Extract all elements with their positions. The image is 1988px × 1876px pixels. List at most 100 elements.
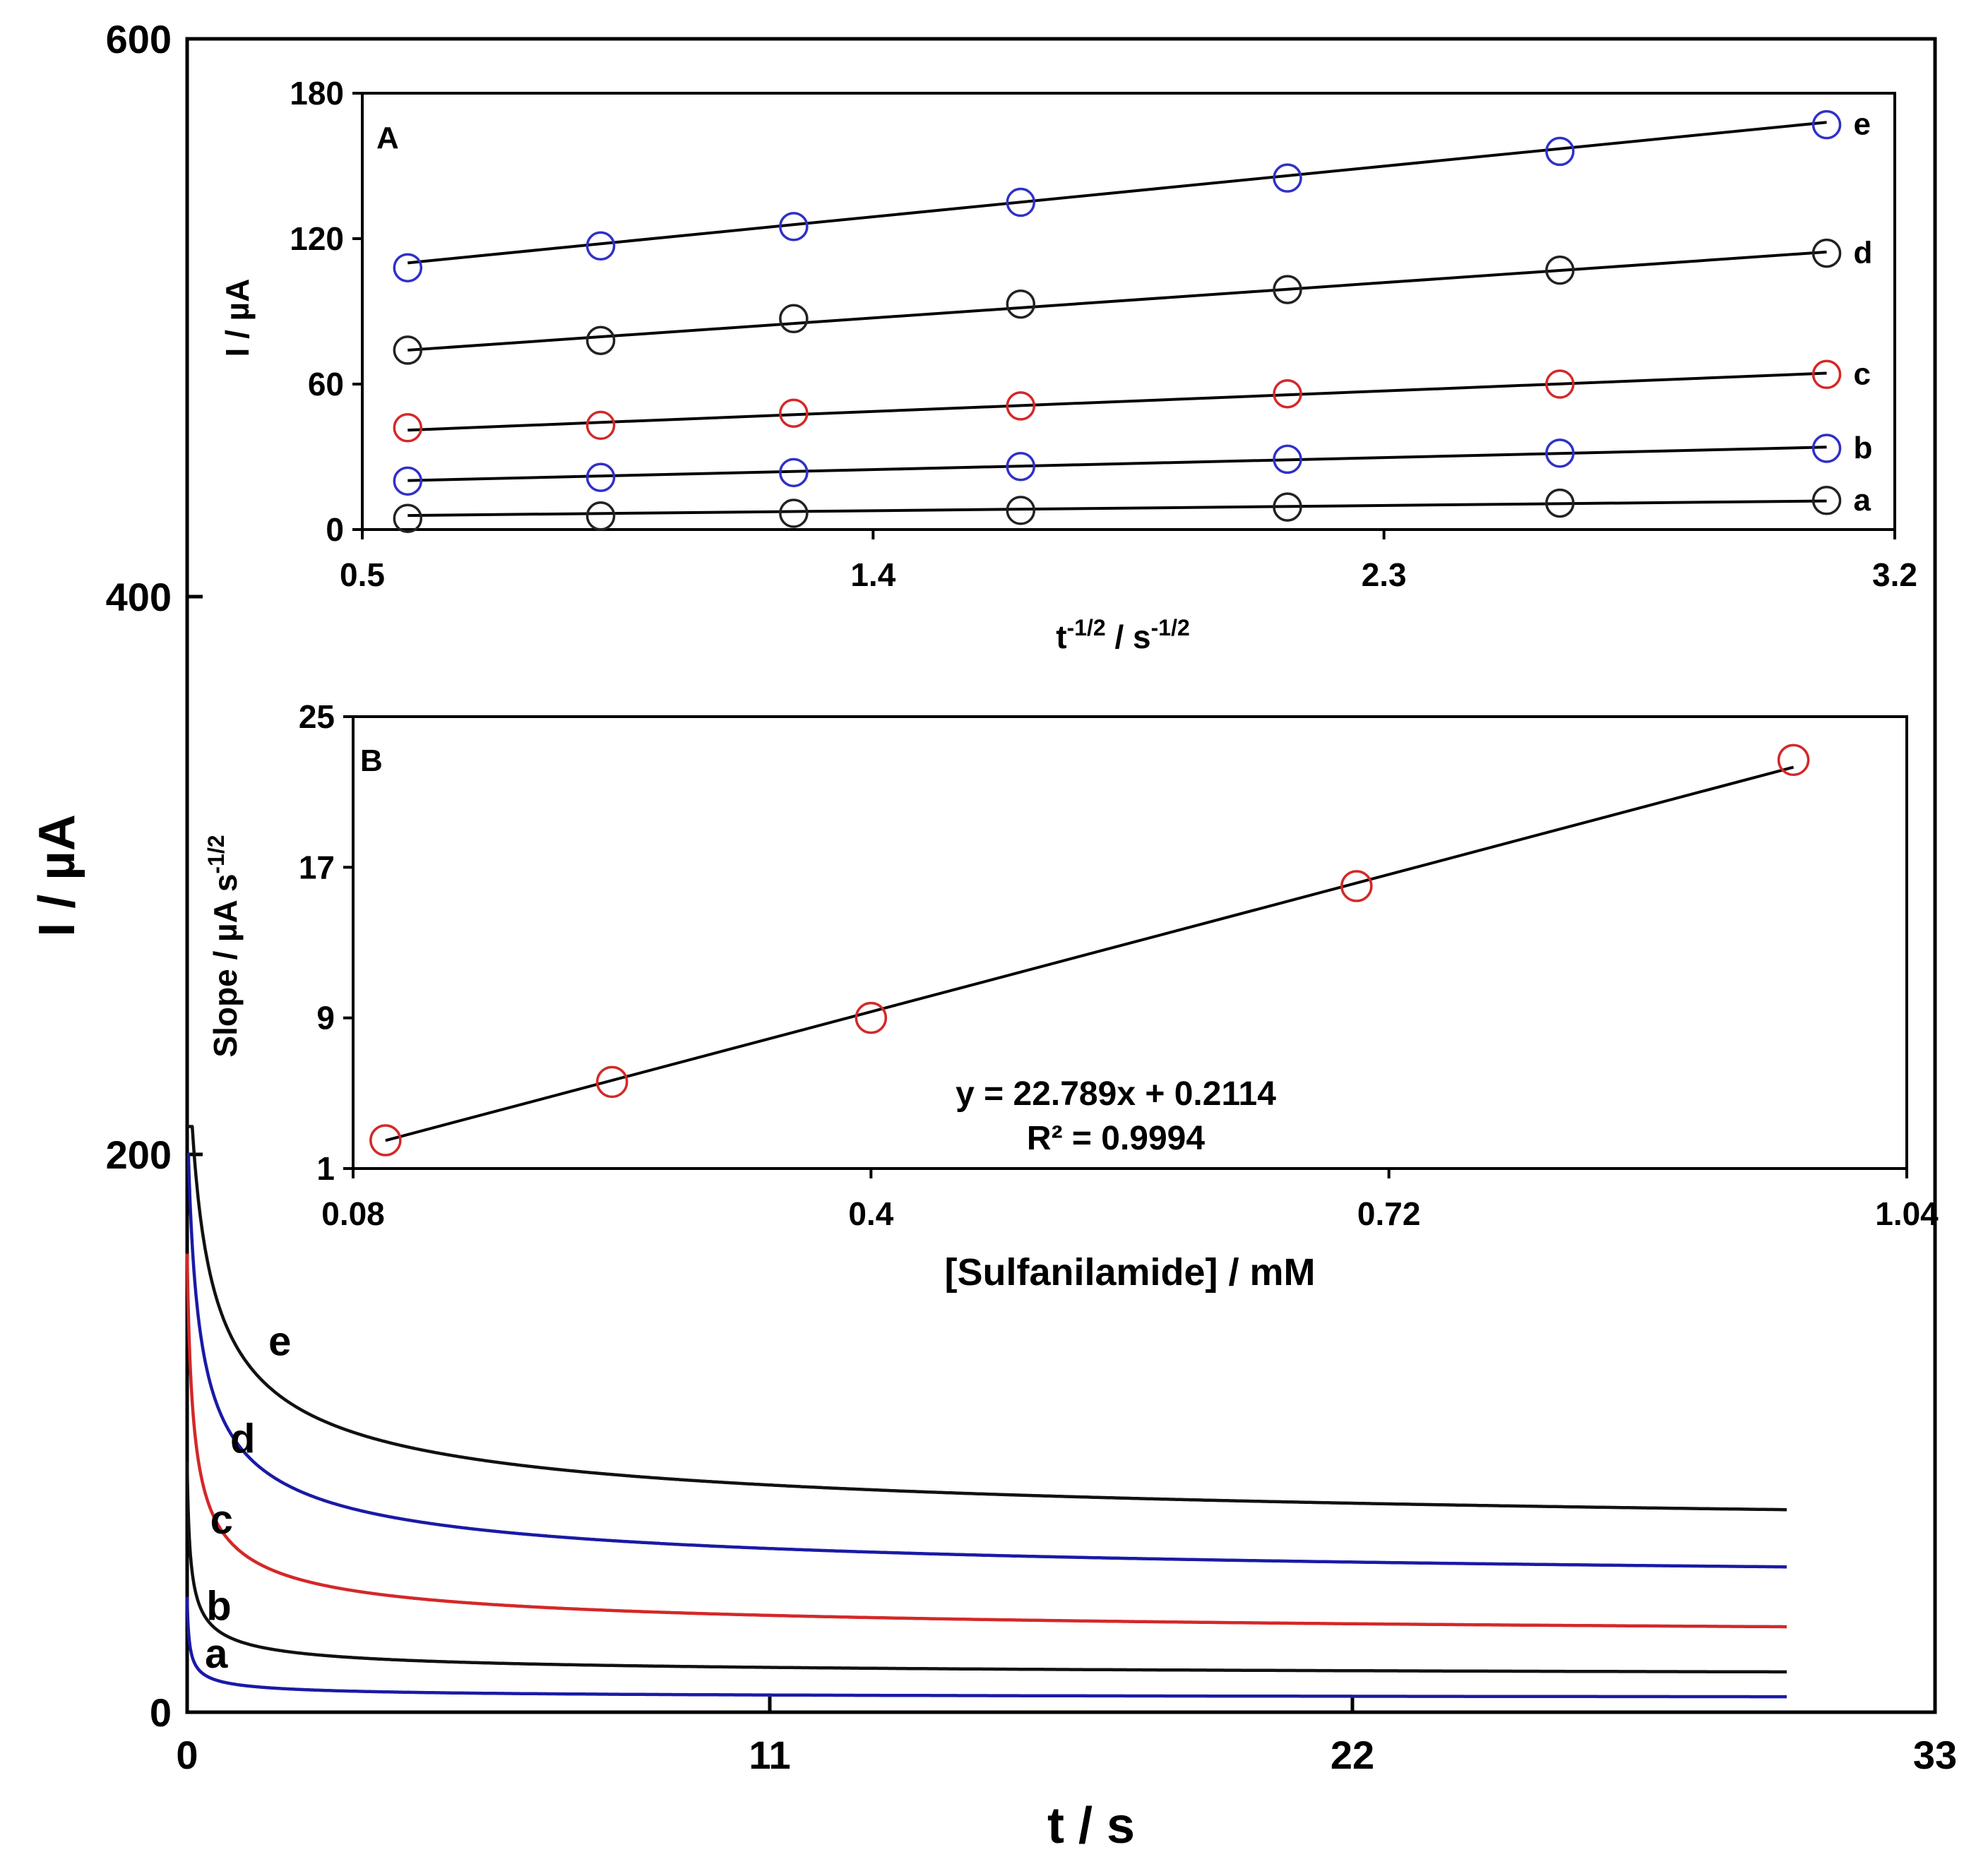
inset-b-point (1340, 870, 1373, 902)
inset-b-x-tick-label: 1.04 (1875, 1195, 1939, 1232)
inset-a-point-d (1811, 238, 1842, 268)
inset-a-point-a (393, 503, 423, 533)
inset-a-point-b (585, 462, 616, 492)
main-x-tick-label: 0 (176, 1733, 198, 1777)
main-y-tick-label: 0 (150, 1690, 172, 1735)
main-curve-c (185, 1253, 1787, 1629)
inset-a-point-b (393, 466, 423, 496)
inset-a-point-e (1006, 187, 1036, 217)
main-plot-frame (185, 37, 1937, 1714)
inset-a-x-tick-label: 0.5 (340, 556, 385, 593)
inset-b-y-axis-label: Slope / µA s-1/2 (203, 835, 244, 1057)
main-x-tick-label: 33 (1913, 1733, 1957, 1777)
inset-b-y-tick-label: 25 (299, 698, 335, 735)
inset-b: 0.08 0.4 0.72 1.04 1 9 17 25 B y = 22.789x + 0.… (203, 698, 1939, 1294)
inset-a-fit-lines (407, 121, 1827, 518)
inset-b-r-squared: R² = 0.9994 (1027, 1120, 1205, 1157)
inset-b-x-tick-label: 0.4 (848, 1195, 893, 1232)
inset-a-fit-c (407, 371, 1827, 432)
inset-b-point (369, 1124, 402, 1157)
inset-a-fit-b (407, 446, 1827, 482)
inset-b-point (855, 1001, 888, 1034)
inset-a-point-c (1273, 378, 1302, 409)
inset-a-point-e (393, 253, 423, 282)
inset-a-point-e (1273, 163, 1302, 193)
main-y-tick-label: 400 (106, 575, 172, 619)
inset-a-y-tick-label: 60 (308, 366, 344, 402)
inset-a-x-tick-label: 3.2 (1872, 556, 1917, 593)
inset-b-x-axis-label: [Sulfanilamide] / mM (944, 1251, 1315, 1294)
inset-a-points (393, 109, 1842, 533)
inset-a-y-tick-label: 180 (290, 75, 344, 112)
inset-a-series-label-a: a (1854, 483, 1871, 518)
inset-b-frame (352, 715, 1908, 1170)
inset-a-point-d (585, 325, 616, 355)
inset-a-y-tick-label: 120 (290, 220, 344, 257)
inset-a-point-e (1545, 136, 1575, 167)
inset-a-series-label-c: c (1854, 357, 1871, 391)
inset-a-panel-label: A (376, 121, 399, 155)
inset-b-fit-line (385, 765, 1794, 1142)
inset-b-regression-line (385, 765, 1794, 1142)
main-y-axis-label: I / µA (29, 814, 85, 937)
inset-a-point-d (1273, 275, 1302, 304)
inset-b-ticks: 0.08 0.4 0.72 1.04 1 9 17 25 (299, 698, 1939, 1232)
inset-a-series-labels: ab c d e (1854, 107, 1873, 518)
inset-a-fit-a (407, 499, 1827, 518)
inset-a-point-d (779, 304, 809, 334)
inset-a-point-c (779, 398, 809, 428)
inset-b-y-tick-label: 17 (299, 849, 335, 885)
inset-a-point-d (393, 335, 423, 365)
inset-a-point-b (1006, 451, 1036, 482)
main-curve-label-d: d (230, 1416, 255, 1462)
main-curve-label-a: a (205, 1631, 228, 1677)
inset-a-point-c (1545, 369, 1575, 399)
main-curve-e (187, 1125, 1787, 1512)
main-x-tick-label: 11 (749, 1733, 790, 1777)
inset-a-frame (361, 92, 1896, 531)
main-curve-label-b: b (206, 1584, 231, 1630)
inset-a-point-e (1811, 109, 1842, 140)
inset-a-point-d (1006, 289, 1036, 319)
inset-a-point-c (585, 410, 616, 441)
main-curve-d (186, 1152, 1787, 1569)
inset-a-point-c (1811, 359, 1842, 390)
inset-a-point-c (1006, 391, 1036, 421)
inset-a-point-e (779, 212, 809, 241)
inset-a-x-tick-label: 1.4 (850, 556, 895, 593)
inset-a-point-a (1545, 488, 1575, 518)
main-curve-label-c: c (210, 1497, 233, 1543)
inset-a-series-label-d: d (1854, 236, 1873, 270)
inset-a-point-a (1273, 492, 1302, 522)
inset-a-ticks: 0.5 1.4 2.3 3.2 0 60 120 180 (290, 75, 1917, 593)
inset-a: 0.5 1.4 2.3 3.2 0 60 120 180 ab c d e A t-1/2 / s-… (219, 75, 1917, 655)
main-curves (185, 1125, 1787, 1699)
inset-a-series-label-b: b (1854, 431, 1873, 465)
inset-a-series-label-e: e (1854, 107, 1871, 142)
inset-a-point-b (1545, 438, 1575, 468)
inset-b-panel-label: B (360, 743, 383, 778)
inset-a-y-axis-label: I / µA (219, 279, 256, 357)
inset-a-point-b (1273, 444, 1302, 474)
inset-a-point-a (585, 501, 616, 531)
inset-b-equation: y = 22.789x + 0.2114 (956, 1075, 1276, 1113)
main-x-tick-label: 22 (1331, 1733, 1374, 1777)
inset-b-y-tick-label: 1 (316, 1150, 335, 1187)
inset-a-point-d (1545, 255, 1575, 285)
inset-b-points (369, 743, 1810, 1157)
inset-a-x-axis-label: t-1/2 / s-1/2 (1056, 615, 1190, 655)
inset-a-point-e (585, 231, 616, 261)
inset-a-fit-d (407, 250, 1827, 352)
inset-a-point-a (1811, 486, 1842, 515)
inset-a-point-a (1006, 496, 1036, 525)
inset-a-point-c (393, 413, 423, 443)
inset-b-x-tick-label: 0.72 (1357, 1195, 1421, 1232)
main-y-tick-label: 600 (106, 17, 172, 61)
inset-a-y-tick-label: 0 (326, 511, 344, 548)
main-curve-label-e: e (268, 1318, 291, 1364)
main-curve-a (185, 1596, 1787, 1699)
